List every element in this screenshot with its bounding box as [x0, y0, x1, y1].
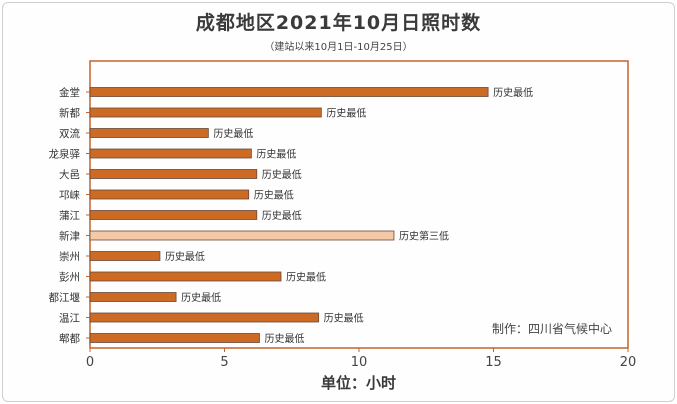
x-axis-label: 单位：小时 — [320, 374, 396, 392]
bar-label-12: 历史最低 — [324, 312, 364, 325]
bar-label-11: 历史最低 — [181, 291, 221, 304]
x-tick-label-5: 20 — [620, 355, 637, 370]
bar-1 — [89, 87, 489, 97]
bar-label-8: 历史第三低 — [399, 230, 449, 243]
x-tick-label-4: 15 — [485, 355, 502, 370]
bar-5 — [89, 169, 258, 179]
category-label-11: 都江堰 — [49, 292, 81, 304]
category-label-4: 龙泉驿 — [49, 148, 81, 161]
x-tick-label-3: 10 — [351, 355, 368, 370]
bar-8 — [89, 230, 395, 241]
category-label-5: 大邑 — [59, 168, 80, 181]
category-label-12: 温江 — [59, 313, 80, 325]
bar-label-6: 历史最低 — [254, 189, 294, 202]
bar-label-10: 历史最低 — [286, 271, 326, 284]
bar-12 — [89, 312, 320, 323]
chart-annotation: 制作：四川省气候中心 — [492, 321, 612, 336]
bar-7 — [89, 210, 258, 220]
bar-4 — [89, 148, 252, 159]
bar-13 — [89, 333, 260, 343]
plot-area — [89, 60, 629, 349]
chart-subtitle: （建站以来10月1日-10月25日） — [264, 42, 413, 53]
bar-label-3: 历史最低 — [213, 127, 253, 140]
category-label-6: 邛崃 — [59, 190, 80, 202]
category-label-9: 崇州 — [59, 251, 80, 263]
category-label-7: 蒲江 — [59, 209, 80, 222]
bar-6 — [89, 189, 250, 200]
bar-label-13: 历史最低 — [264, 332, 304, 345]
bar-label-9: 历史最低 — [165, 250, 205, 263]
category-label-1: 金堂 — [59, 86, 80, 99]
bar-10 — [89, 271, 282, 282]
bar-label-1: 历史最低 — [493, 86, 533, 99]
category-label-13: 郫都 — [59, 332, 80, 345]
x-tick-label-1: 0 — [86, 355, 94, 370]
chart-title: 成都地区2021年10月日照时数 — [195, 12, 482, 34]
category-label-8: 新津 — [59, 230, 80, 243]
bar-11 — [89, 292, 177, 302]
x-tick-label-2: 5 — [220, 355, 228, 370]
bar-3 — [89, 128, 209, 138]
bar-label-4: 历史最低 — [256, 148, 296, 161]
bar-label-2: 历史最低 — [326, 107, 366, 120]
bar-2 — [89, 107, 322, 118]
category-label-2: 新都 — [59, 107, 80, 120]
bar-label-5: 历史最低 — [262, 168, 302, 181]
category-label-10: 彭州 — [59, 271, 80, 284]
bar-9 — [89, 251, 161, 261]
category-label-3: 双流 — [59, 127, 80, 140]
bar-label-7: 历史最低 — [262, 209, 302, 222]
